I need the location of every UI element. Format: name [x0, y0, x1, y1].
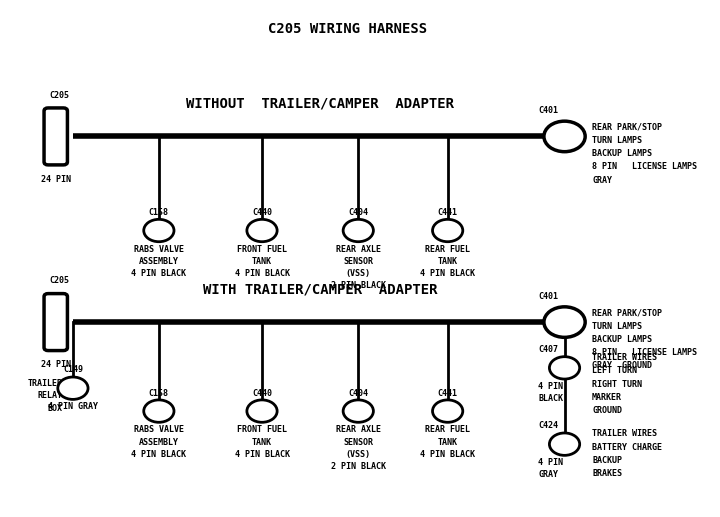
Text: REAR PARK/STOP: REAR PARK/STOP: [592, 123, 662, 132]
Text: SENSOR: SENSOR: [343, 257, 373, 266]
Text: GRAY  GROUND: GRAY GROUND: [592, 361, 652, 370]
Text: C401: C401: [539, 106, 559, 115]
Text: C149: C149: [63, 366, 83, 374]
Circle shape: [247, 400, 277, 422]
Text: MARKER: MARKER: [592, 393, 622, 402]
Circle shape: [144, 219, 174, 242]
Text: (VSS): (VSS): [346, 269, 371, 278]
Circle shape: [433, 219, 463, 242]
Text: C441: C441: [438, 208, 458, 217]
Text: 2 PIN BLACK: 2 PIN BLACK: [330, 462, 386, 471]
Text: BACKUP LAMPS: BACKUP LAMPS: [592, 335, 652, 344]
Circle shape: [433, 400, 463, 422]
Text: REAR AXLE: REAR AXLE: [336, 245, 381, 254]
Text: BRAKES: BRAKES: [592, 469, 622, 478]
Text: 4 PIN BLACK: 4 PIN BLACK: [235, 269, 289, 278]
Text: ASSEMBLY: ASSEMBLY: [139, 437, 179, 447]
Text: REAR FUEL: REAR FUEL: [425, 245, 470, 254]
Text: TANK: TANK: [438, 437, 458, 447]
Text: 4 PIN BLACK: 4 PIN BLACK: [420, 450, 475, 459]
Text: C158: C158: [149, 389, 169, 398]
Circle shape: [544, 307, 585, 338]
Text: TANK: TANK: [438, 257, 458, 266]
Text: C407: C407: [539, 345, 559, 354]
Text: BOX: BOX: [48, 404, 63, 413]
Circle shape: [544, 121, 585, 151]
Text: RIGHT TURN: RIGHT TURN: [592, 379, 642, 389]
Text: 8 PIN   LICENSE LAMPS: 8 PIN LICENSE LAMPS: [592, 348, 697, 357]
Text: 4 PIN: 4 PIN: [539, 382, 564, 391]
Text: C404: C404: [348, 208, 368, 217]
Text: REAR PARK/STOP: REAR PARK/STOP: [592, 309, 662, 317]
Text: SENSOR: SENSOR: [343, 437, 373, 447]
Text: WITHOUT  TRAILER/CAMPER  ADAPTER: WITHOUT TRAILER/CAMPER ADAPTER: [186, 96, 454, 110]
Text: BLACK: BLACK: [539, 394, 564, 403]
FancyBboxPatch shape: [44, 294, 68, 351]
FancyBboxPatch shape: [44, 108, 68, 165]
Text: GRAY: GRAY: [539, 470, 559, 479]
Text: 8 PIN   LICENSE LAMPS: 8 PIN LICENSE LAMPS: [592, 162, 697, 172]
Circle shape: [247, 219, 277, 242]
Text: C441: C441: [438, 389, 458, 398]
Text: WITH TRAILER/CAMPER  ADAPTER: WITH TRAILER/CAMPER ADAPTER: [203, 282, 438, 296]
Text: RABS VALVE: RABS VALVE: [134, 245, 184, 254]
Text: C205: C205: [49, 277, 69, 285]
Text: C404: C404: [348, 389, 368, 398]
Text: 4 PIN GRAY: 4 PIN GRAY: [48, 402, 98, 411]
Text: (VSS): (VSS): [346, 450, 371, 459]
Text: TRAILER WIRES: TRAILER WIRES: [592, 353, 657, 362]
Text: FRONT FUEL: FRONT FUEL: [237, 245, 287, 254]
Text: C158: C158: [149, 208, 169, 217]
Text: 24 PIN: 24 PIN: [41, 175, 71, 184]
Text: TURN LAMPS: TURN LAMPS: [592, 322, 642, 331]
Text: 2 PIN BLACK: 2 PIN BLACK: [330, 281, 386, 291]
Text: C401: C401: [539, 292, 559, 301]
Text: 4 PIN BLACK: 4 PIN BLACK: [420, 269, 475, 278]
Text: 24 PIN: 24 PIN: [41, 360, 71, 369]
Text: TANK: TANK: [252, 257, 272, 266]
Text: GRAY: GRAY: [592, 176, 612, 185]
Text: TURN LAMPS: TURN LAMPS: [592, 136, 642, 145]
Text: 4 PIN BLACK: 4 PIN BLACK: [131, 269, 186, 278]
Text: BACKUP: BACKUP: [592, 456, 622, 465]
Text: BATTERY CHARGE: BATTERY CHARGE: [592, 443, 662, 452]
Text: TRAILER: TRAILER: [27, 378, 63, 388]
Text: GROUND: GROUND: [592, 406, 622, 415]
Text: RELAY: RELAY: [37, 391, 63, 400]
Text: TANK: TANK: [252, 437, 272, 447]
Text: C205 WIRING HARNESS: C205 WIRING HARNESS: [269, 22, 428, 36]
Text: FRONT FUEL: FRONT FUEL: [237, 425, 287, 434]
Text: 4 PIN BLACK: 4 PIN BLACK: [131, 450, 186, 459]
Text: TRAILER WIRES: TRAILER WIRES: [592, 430, 657, 438]
Text: C424: C424: [539, 421, 559, 431]
Text: 4 PIN: 4 PIN: [539, 458, 564, 467]
Text: REAR AXLE: REAR AXLE: [336, 425, 381, 434]
Circle shape: [343, 219, 374, 242]
Text: C440: C440: [252, 208, 272, 217]
Text: REAR FUEL: REAR FUEL: [425, 425, 470, 434]
Text: LEFT TURN: LEFT TURN: [592, 367, 637, 375]
Circle shape: [343, 400, 374, 422]
Text: BACKUP LAMPS: BACKUP LAMPS: [592, 149, 652, 158]
Text: ASSEMBLY: ASSEMBLY: [139, 257, 179, 266]
Text: 4 PIN BLACK: 4 PIN BLACK: [235, 450, 289, 459]
Circle shape: [58, 377, 88, 400]
Circle shape: [549, 357, 580, 379]
Text: C205: C205: [49, 91, 69, 100]
Circle shape: [144, 400, 174, 422]
Circle shape: [549, 433, 580, 455]
Text: C440: C440: [252, 389, 272, 398]
Text: RABS VALVE: RABS VALVE: [134, 425, 184, 434]
